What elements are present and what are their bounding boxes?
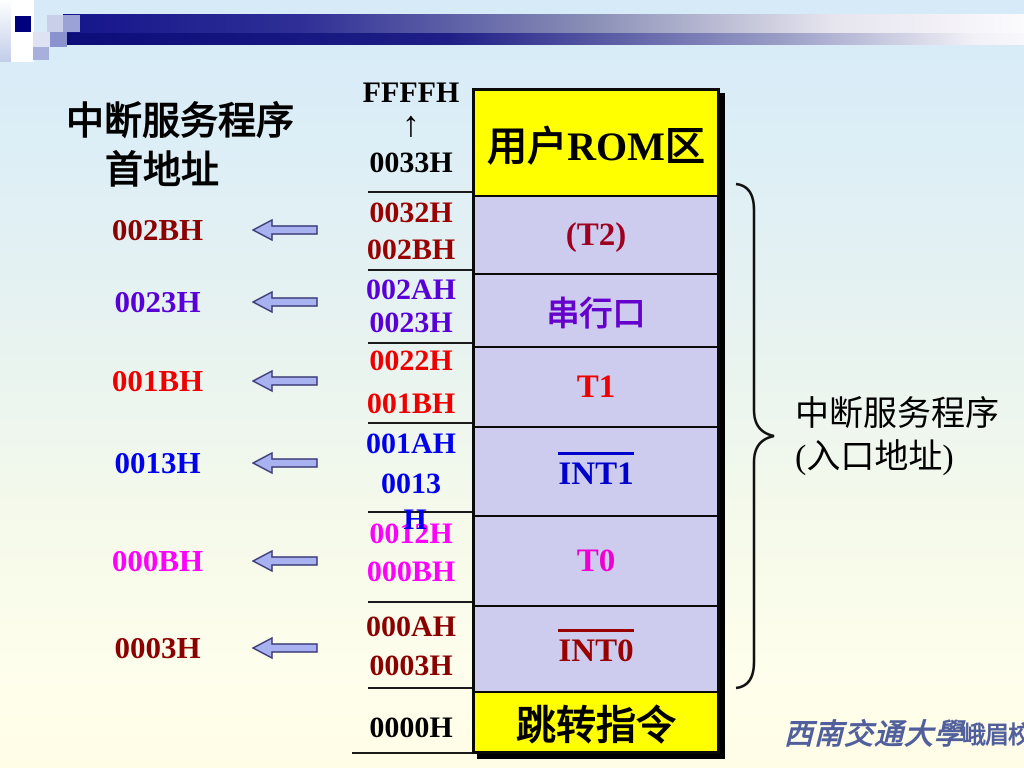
top-banner-bar-upper <box>63 14 1024 33</box>
vector-address-002bh: 002BH <box>111 212 204 247</box>
left-arrow-icon <box>252 549 318 573</box>
left-title-line1: 中断服务程序 <box>65 101 294 143</box>
gutter-separator <box>368 422 472 424</box>
address-gutter: FFFFH ↑ 0033H 0032H 002BH 002AH 0023H 00… <box>350 0 472 768</box>
gutter-separator <box>368 191 472 193</box>
gutter-separator <box>368 601 472 603</box>
gutter-address-0022h: 0022H <box>369 344 453 377</box>
vector-address-0023h: 0023H <box>114 284 201 319</box>
memory-block-t0: T0 <box>475 515 717 605</box>
memory-block-label: 串行口 <box>546 296 646 333</box>
memory-block-label: T0 <box>576 542 616 579</box>
vector-address-001bh: 001BH <box>111 363 204 398</box>
left-arrow-icon <box>252 369 318 393</box>
right-annotation-line2: (入口地址) <box>795 439 954 476</box>
gutter-address-0012h: 0012H <box>369 517 453 550</box>
left-arrow-icon <box>252 290 318 314</box>
university-watermark: 西南交通大學 峨眉校区 <box>780 703 1024 761</box>
memory-block-int1: INT1 <box>475 426 717 515</box>
gutter-address-000ah: 000AH <box>366 610 456 643</box>
gutter-address-0003h: 0003H <box>369 649 453 682</box>
memory-block-int0: INT0 <box>475 605 717 691</box>
memory-block-label: 跳转指令 <box>516 703 676 748</box>
gutter-address-000bh: 000BH <box>366 555 456 588</box>
gutter-address-001ah: 001AH <box>366 427 456 460</box>
deco-square-lavender-2 <box>63 15 80 32</box>
gutter-address-ffffh: FFFFH <box>362 76 460 109</box>
memory-block-label: INT1 <box>558 451 634 492</box>
left-title: 中断服务程序 首地址 <box>40 98 320 195</box>
memory-block-label: (T2) <box>565 216 627 253</box>
vector-address-0003h: 0003H <box>114 630 201 665</box>
left-arrow-icon <box>252 451 318 475</box>
gutter-address-001bh: 001BH <box>366 387 456 420</box>
gutter-separator-bottom <box>352 752 472 754</box>
left-arrow-icon <box>252 636 318 660</box>
deco-square-small <box>33 47 49 60</box>
deco-square-lavender-1 <box>47 15 63 32</box>
memory-block-label: T1 <box>576 368 616 405</box>
gutter-separator <box>368 269 472 271</box>
memory-block-user-rom: 用户ROM区 <box>475 91 717 195</box>
gutter-separator <box>368 687 472 689</box>
memory-block-label: INT0 <box>558 629 634 669</box>
memory-block-label: 用户ROM区 <box>487 124 705 169</box>
gutter-address-0033h: 0033H <box>369 146 453 179</box>
gutter-address-002bh: 002BH <box>366 233 456 266</box>
deco-square-navy <box>15 16 31 32</box>
top-left-vertical-strip <box>0 0 11 62</box>
gutter-address-002ah: 002AH <box>366 273 456 306</box>
right-curly-brace <box>735 182 775 690</box>
vector-address-000bh: 000BH <box>111 543 204 578</box>
left-title-line2: 首地址 <box>104 149 219 192</box>
university-name: 西南交通大學 <box>784 719 965 751</box>
campus-name: 峨眉校区 <box>962 722 1024 749</box>
gutter-address-0000h: 0000H <box>369 711 453 744</box>
left-arrow-icon <box>252 218 318 242</box>
deco-square-pale <box>33 32 50 47</box>
right-annotation-line1: 中断服务程序 <box>795 396 999 433</box>
memory-block-t1: T1 <box>475 346 717 426</box>
gutter-separator <box>368 342 472 344</box>
right-annotation: 中断服务程序 (入口地址) <box>795 393 1024 479</box>
deco-square-medium <box>50 32 67 47</box>
memory-block-serial-port: 串行口 <box>475 273 717 346</box>
memory-map-box: 用户ROM区 (T2) 串行口 T1 INT1 T0 INT0 跳转指令 <box>472 88 720 754</box>
vector-address-0013h: 0013H <box>114 445 201 480</box>
gutter-separator <box>368 511 472 513</box>
memory-block-t2: (T2) <box>475 195 717 273</box>
gutter-address-0023h: 0023H <box>369 306 453 339</box>
memory-block-jump-instruction: 跳转指令 <box>475 691 717 751</box>
up-arrow-icon: ↑ <box>402 104 420 144</box>
top-banner-bar-lower <box>63 33 1024 45</box>
gutter-address-0032h: 0032H <box>369 196 453 229</box>
gutter-address-0013-wrapped-h: H <box>403 503 427 536</box>
gutter-address-0013-wrapped: 0013 <box>381 467 441 500</box>
